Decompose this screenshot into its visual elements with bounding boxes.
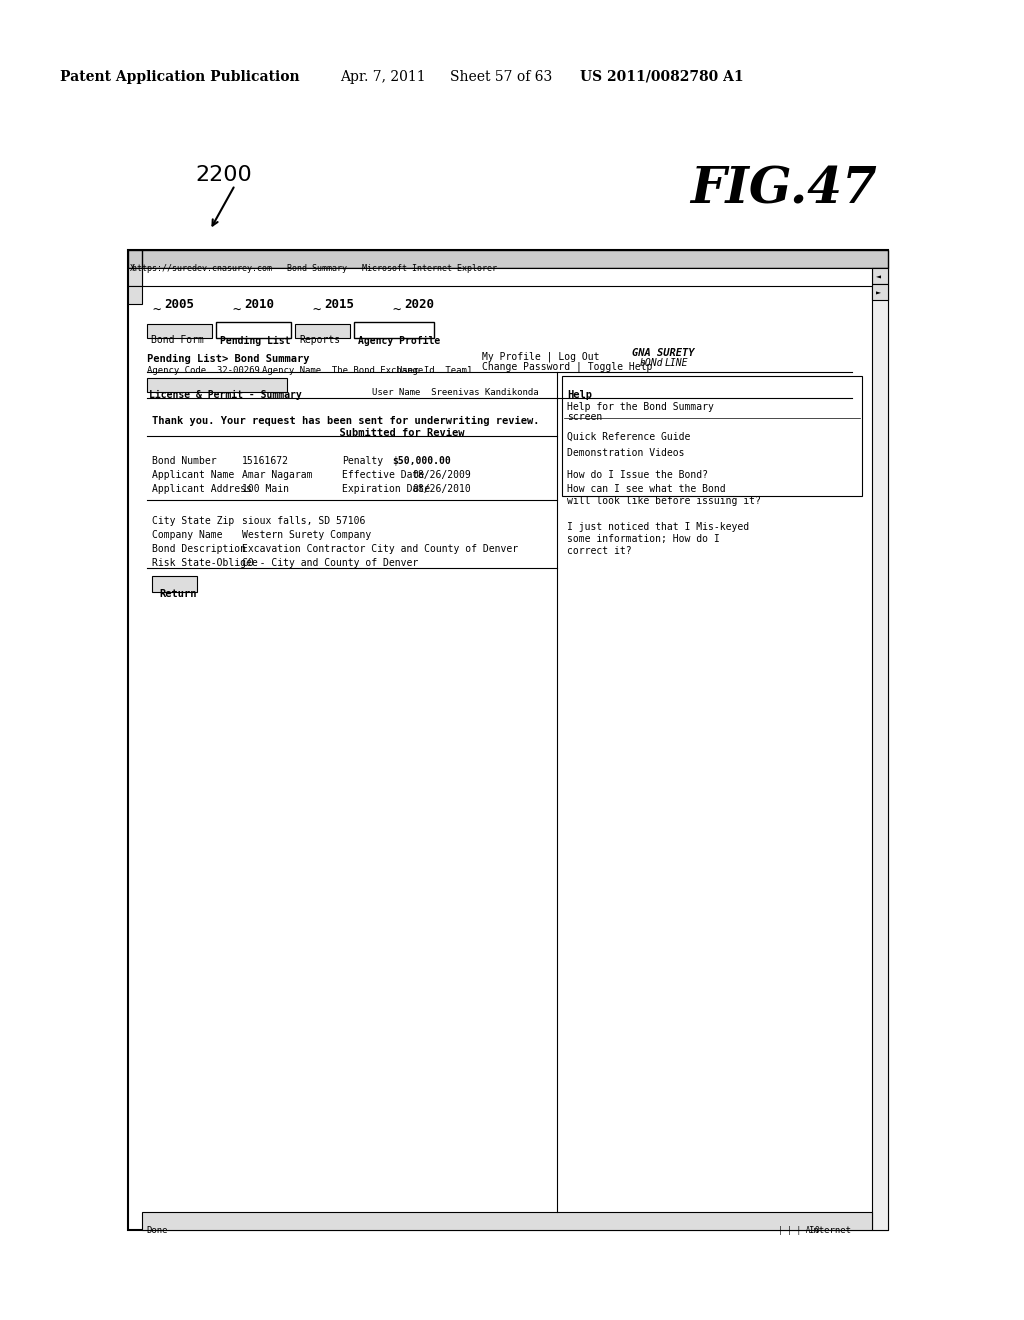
Text: sioux falls, SD 57106: sioux falls, SD 57106 xyxy=(242,516,366,525)
Text: Thank you. Your request has been sent for underwriting review.: Thank you. Your request has been sent fo… xyxy=(152,416,540,426)
Text: | | | A O: | | | A O xyxy=(778,1226,819,1236)
Text: ◄: ◄ xyxy=(876,272,881,281)
Text: Reports: Reports xyxy=(299,335,340,345)
Bar xyxy=(128,268,142,286)
Text: 08/26/2009: 08/26/2009 xyxy=(412,470,471,480)
Text: Agency Name  The Bond Exchange: Agency Name The Bond Exchange xyxy=(262,366,423,375)
Text: $50,000.00: $50,000.00 xyxy=(392,455,451,466)
Text: User Name  Sreenivas Kandikonda: User Name Sreenivas Kandikonda xyxy=(372,388,539,397)
Text: Change Password | Toggle Help: Change Password | Toggle Help xyxy=(482,362,652,372)
Bar xyxy=(128,249,888,268)
Text: Pending List: Pending List xyxy=(220,337,291,346)
Bar xyxy=(295,323,350,338)
Bar xyxy=(147,323,212,338)
Text: some information; How do I: some information; How do I xyxy=(567,535,720,544)
Text: 2200: 2200 xyxy=(195,165,252,185)
Text: Amar Nagaram: Amar Nagaram xyxy=(242,470,312,480)
Text: Company Name: Company Name xyxy=(152,531,222,540)
Text: Sheet 57 of 63: Sheet 57 of 63 xyxy=(450,70,552,84)
Text: User Id  Team1: User Id Team1 xyxy=(397,366,472,375)
Text: How can I see what the Bond: How can I see what the Bond xyxy=(567,484,726,494)
Text: I just noticed that I Mis-keyed: I just noticed that I Mis-keyed xyxy=(567,521,750,532)
Bar xyxy=(216,322,291,338)
Text: ~: ~ xyxy=(392,304,400,318)
Text: ~: ~ xyxy=(312,304,321,318)
Text: CO - City and County of Denver: CO - City and County of Denver xyxy=(242,558,418,568)
Bar xyxy=(142,268,872,286)
Text: Help: Help xyxy=(567,389,592,400)
Text: Penalty: Penalty xyxy=(342,455,383,466)
Text: Internet: Internet xyxy=(808,1226,851,1236)
Bar xyxy=(128,249,888,1230)
Text: Quick Reference Guide: Quick Reference Guide xyxy=(567,432,690,442)
Text: City State Zip: City State Zip xyxy=(152,516,234,525)
Text: Western Surety Company: Western Surety Company xyxy=(242,531,372,540)
Text: FIG.47: FIG.47 xyxy=(690,165,877,214)
Text: Demonstration Videos: Demonstration Videos xyxy=(567,447,684,458)
Text: Patent Application Publication: Patent Application Publication xyxy=(60,70,300,84)
Text: Applicant Name: Applicant Name xyxy=(152,470,234,480)
Text: correct it?: correct it? xyxy=(567,546,632,556)
Text: 2005: 2005 xyxy=(164,298,194,312)
Text: Agency Profile: Agency Profile xyxy=(358,337,440,346)
Text: Done: Done xyxy=(146,1226,168,1236)
Text: Effective Date: Effective Date xyxy=(342,470,424,480)
Bar xyxy=(872,268,888,284)
Bar xyxy=(142,1212,872,1230)
Text: Expiration Date: Expiration Date xyxy=(342,484,430,494)
Text: ~: ~ xyxy=(152,304,161,318)
Bar xyxy=(128,249,142,268)
Text: X: X xyxy=(130,264,135,273)
Text: Submitted for Review: Submitted for Review xyxy=(152,428,465,438)
Text: 08/26/2010: 08/26/2010 xyxy=(412,484,471,494)
Bar xyxy=(872,284,888,300)
Text: Risk State-Obligee: Risk State-Obligee xyxy=(152,558,258,568)
Text: 100 Main: 100 Main xyxy=(242,484,289,494)
Text: My Profile | Log Out: My Profile | Log Out xyxy=(482,352,599,363)
Text: US 2011/0082780 A1: US 2011/0082780 A1 xyxy=(580,70,743,84)
Text: Agency Code  32-00269: Agency Code 32-00269 xyxy=(147,366,260,375)
Bar xyxy=(152,576,197,591)
Text: ►: ► xyxy=(876,289,881,297)
Text: Return: Return xyxy=(159,589,197,599)
Text: 2015: 2015 xyxy=(324,298,354,312)
Text: 2010: 2010 xyxy=(244,298,274,312)
Bar xyxy=(872,268,888,1230)
Bar xyxy=(354,322,434,338)
Text: will look like before issuing it?: will look like before issuing it? xyxy=(567,496,761,506)
Text: 15161672: 15161672 xyxy=(242,455,289,466)
Text: LINE: LINE xyxy=(665,358,688,368)
Text: https://suredev.cnasurey.com - Bond Summary - Microsoft Internet Explorer: https://suredev.cnasurey.com - Bond Summ… xyxy=(132,264,497,273)
Bar xyxy=(147,378,287,392)
Text: Apr. 7, 2011: Apr. 7, 2011 xyxy=(340,70,426,84)
Text: Bond Description: Bond Description xyxy=(152,544,246,554)
Text: Excavation Contractor City and County of Denver: Excavation Contractor City and County of… xyxy=(242,544,518,554)
Text: How do I Issue the Bond?: How do I Issue the Bond? xyxy=(567,470,708,480)
Text: License & Permit - Summary: License & Permit - Summary xyxy=(150,389,302,400)
Text: Applicant Address: Applicant Address xyxy=(152,484,252,494)
Text: screen: screen xyxy=(567,412,602,422)
Bar xyxy=(562,376,862,496)
Text: GNA SURETY: GNA SURETY xyxy=(632,348,694,358)
Text: Bond Number: Bond Number xyxy=(152,455,217,466)
Bar xyxy=(128,286,142,304)
Text: Pending List> Bond Summary: Pending List> Bond Summary xyxy=(147,354,309,364)
Text: Bond Form: Bond Form xyxy=(151,335,204,345)
Text: ~: ~ xyxy=(232,304,241,318)
Text: 2020: 2020 xyxy=(404,298,434,312)
Text: Help for the Bond Summary: Help for the Bond Summary xyxy=(567,403,714,412)
Text: bONd: bONd xyxy=(640,358,664,368)
